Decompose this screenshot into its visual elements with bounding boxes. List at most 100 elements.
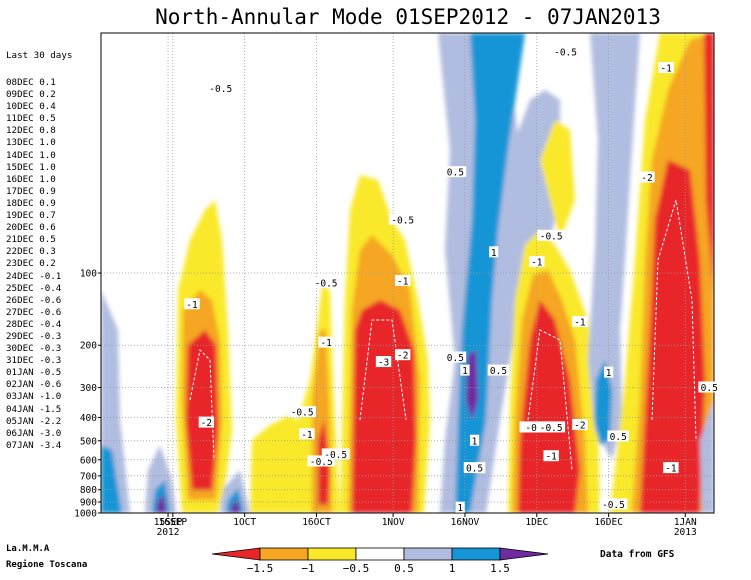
sidebar-row: 17DEC 0.9 — [6, 186, 61, 198]
contour-label-box — [288, 406, 317, 418]
sidebar-date: 24DEC — [6, 270, 34, 282]
contour-label: -1 — [320, 338, 332, 349]
contour-label: -3 — [378, 358, 389, 369]
sidebar-row: 22DEC 0.3 — [6, 246, 61, 258]
sidebar-row: 07JAN -3.4 — [6, 440, 61, 452]
contour-label: -2 — [574, 421, 585, 432]
contour-label: -0.5 — [315, 278, 338, 289]
contour-label: -0.5 — [209, 84, 232, 95]
contour-label-box — [463, 462, 486, 474]
contour-label-box — [206, 82, 235, 94]
sidebar-row: 15DEC 1.0 — [6, 162, 61, 174]
contour-label: 0.5 — [610, 432, 627, 443]
contour-label-box — [543, 450, 559, 462]
y-tick-label: 1000 — [74, 509, 97, 520]
footer-lamma: La.M.M.A — [6, 544, 50, 554]
contour-label: -0.5 — [554, 48, 577, 59]
sidebar-row: 23DEC 0.2 — [6, 258, 61, 270]
contour-label: 1 — [472, 436, 478, 447]
sidebar-row: 03JAN -1.0 — [6, 391, 61, 403]
legend-swatch — [355, 547, 405, 561]
contour-label-box — [299, 428, 315, 440]
sidebar-row: 29DEC -0.3 — [6, 331, 61, 343]
sidebar-value: 0.5 — [33, 113, 56, 125]
dashed-contour — [189, 348, 215, 461]
y-tick-label: 200 — [80, 341, 97, 352]
legend-label: −1.5 — [247, 562, 274, 575]
field-band-lt_m1_5 — [352, 300, 416, 513]
sidebar-date: 09DEC — [6, 89, 34, 101]
sidebar-value: 1.0 — [33, 149, 56, 161]
sidebar-value: 0.9 — [33, 185, 56, 197]
contour-label: 0.5 — [701, 383, 718, 394]
x-tick-label: 15SEP — [154, 517, 183, 528]
field-band-lt_m1_5 — [186, 330, 218, 490]
contour-label: 0.5 — [447, 353, 464, 364]
sidebar-row: 05JAN -2.2 — [6, 416, 61, 428]
field-band-p1_to_1_5 — [594, 360, 612, 445]
footer-regione: Regione Toscana — [6, 559, 87, 570]
sidebar-row: 10DEC 0.4 — [6, 101, 61, 113]
legend-swatch — [259, 547, 309, 561]
sidebar-date: 05JAN — [6, 415, 34, 427]
contour-label-box — [537, 229, 566, 241]
sidebar-value: -0.3 — [33, 343, 62, 355]
sidebar-date: 02JAN — [6, 379, 34, 391]
sidebar-date: 04JAN — [6, 403, 34, 415]
sidebar-value: -3.0 — [33, 427, 62, 439]
sidebar-row: 08DEC 0.1 — [6, 77, 61, 89]
sidebar-value: 0.2 — [33, 89, 56, 101]
sidebar-value: -1.5 — [33, 403, 62, 415]
contour-label: -0.5 — [602, 500, 625, 511]
contour-label: 1 — [491, 248, 497, 259]
sidebar-date: 12DEC — [6, 125, 34, 137]
field-band-lt_m1_5 — [640, 160, 705, 513]
contour-label: -1 — [574, 317, 586, 328]
legend-label: 1.5 — [490, 562, 510, 575]
footer-source: Data from GFS — [600, 549, 675, 560]
x-tick-label: 1OCT — [233, 517, 256, 528]
sidebar-row: 16DEC 1.0 — [6, 174, 61, 186]
sidebar-value: 0.5 — [33, 234, 56, 246]
plot-area — [101, 33, 714, 513]
sidebar-date: 29DEC — [6, 330, 34, 342]
contour-label: 0.5 — [466, 464, 483, 475]
sidebar-row: 14DEC 1.0 — [6, 150, 61, 162]
field-band-p1_to_1_5 — [226, 488, 244, 513]
contour-label: 0.5 — [490, 366, 507, 377]
sidebar-date: 14DEC — [6, 149, 34, 161]
y-tick-label: 800 — [80, 485, 97, 496]
sidebar-row: 09DEC 0.2 — [6, 89, 61, 101]
sidebar-value: -0.3 — [33, 355, 62, 367]
sidebar-value: 0.8 — [33, 125, 56, 137]
legend-label: −1 — [301, 562, 314, 575]
contour-label: 1 — [457, 503, 463, 514]
sidebar-value: 0.4 — [33, 101, 56, 113]
chart-title: North-Annular Mode 01SEP2012 - 07JAN2013 — [155, 5, 661, 29]
field-band-p0_5_to_1 — [588, 33, 640, 460]
x-tick-label: 16SEP — [159, 517, 188, 528]
contour-label-box — [444, 166, 467, 178]
sidebar-date: 30DEC — [6, 343, 34, 355]
sidebar-value: -0.6 — [33, 379, 62, 391]
contour-label-box — [388, 213, 417, 225]
sidebar-date: 20DEC — [6, 222, 34, 234]
sidebar-value: -0.6 — [33, 294, 62, 306]
contour-label-box — [395, 275, 411, 287]
color-legend: −1.5 −1 −0.5 0.5 1 1.5 — [211, 547, 549, 575]
field-band-p1_to_1_5 — [152, 480, 170, 513]
sidebar-date: 10DEC — [6, 101, 34, 113]
contour-label-box — [395, 349, 411, 361]
contour-label-box — [444, 351, 467, 363]
sidebar-row: 11DEC 0.5 — [6, 113, 61, 125]
sidebar-row: 30DEC -0.3 — [6, 343, 61, 355]
contour-label: -2 — [397, 351, 408, 362]
sidebar-value: -0.5 — [33, 367, 62, 379]
contour-label-box — [375, 356, 392, 368]
contour-label: 1 — [606, 368, 612, 379]
contour-label-box — [312, 276, 340, 288]
sidebar-value: -1.0 — [33, 391, 62, 403]
contour-label: -1 — [660, 64, 672, 75]
sidebar-date: 07JAN — [6, 439, 34, 451]
